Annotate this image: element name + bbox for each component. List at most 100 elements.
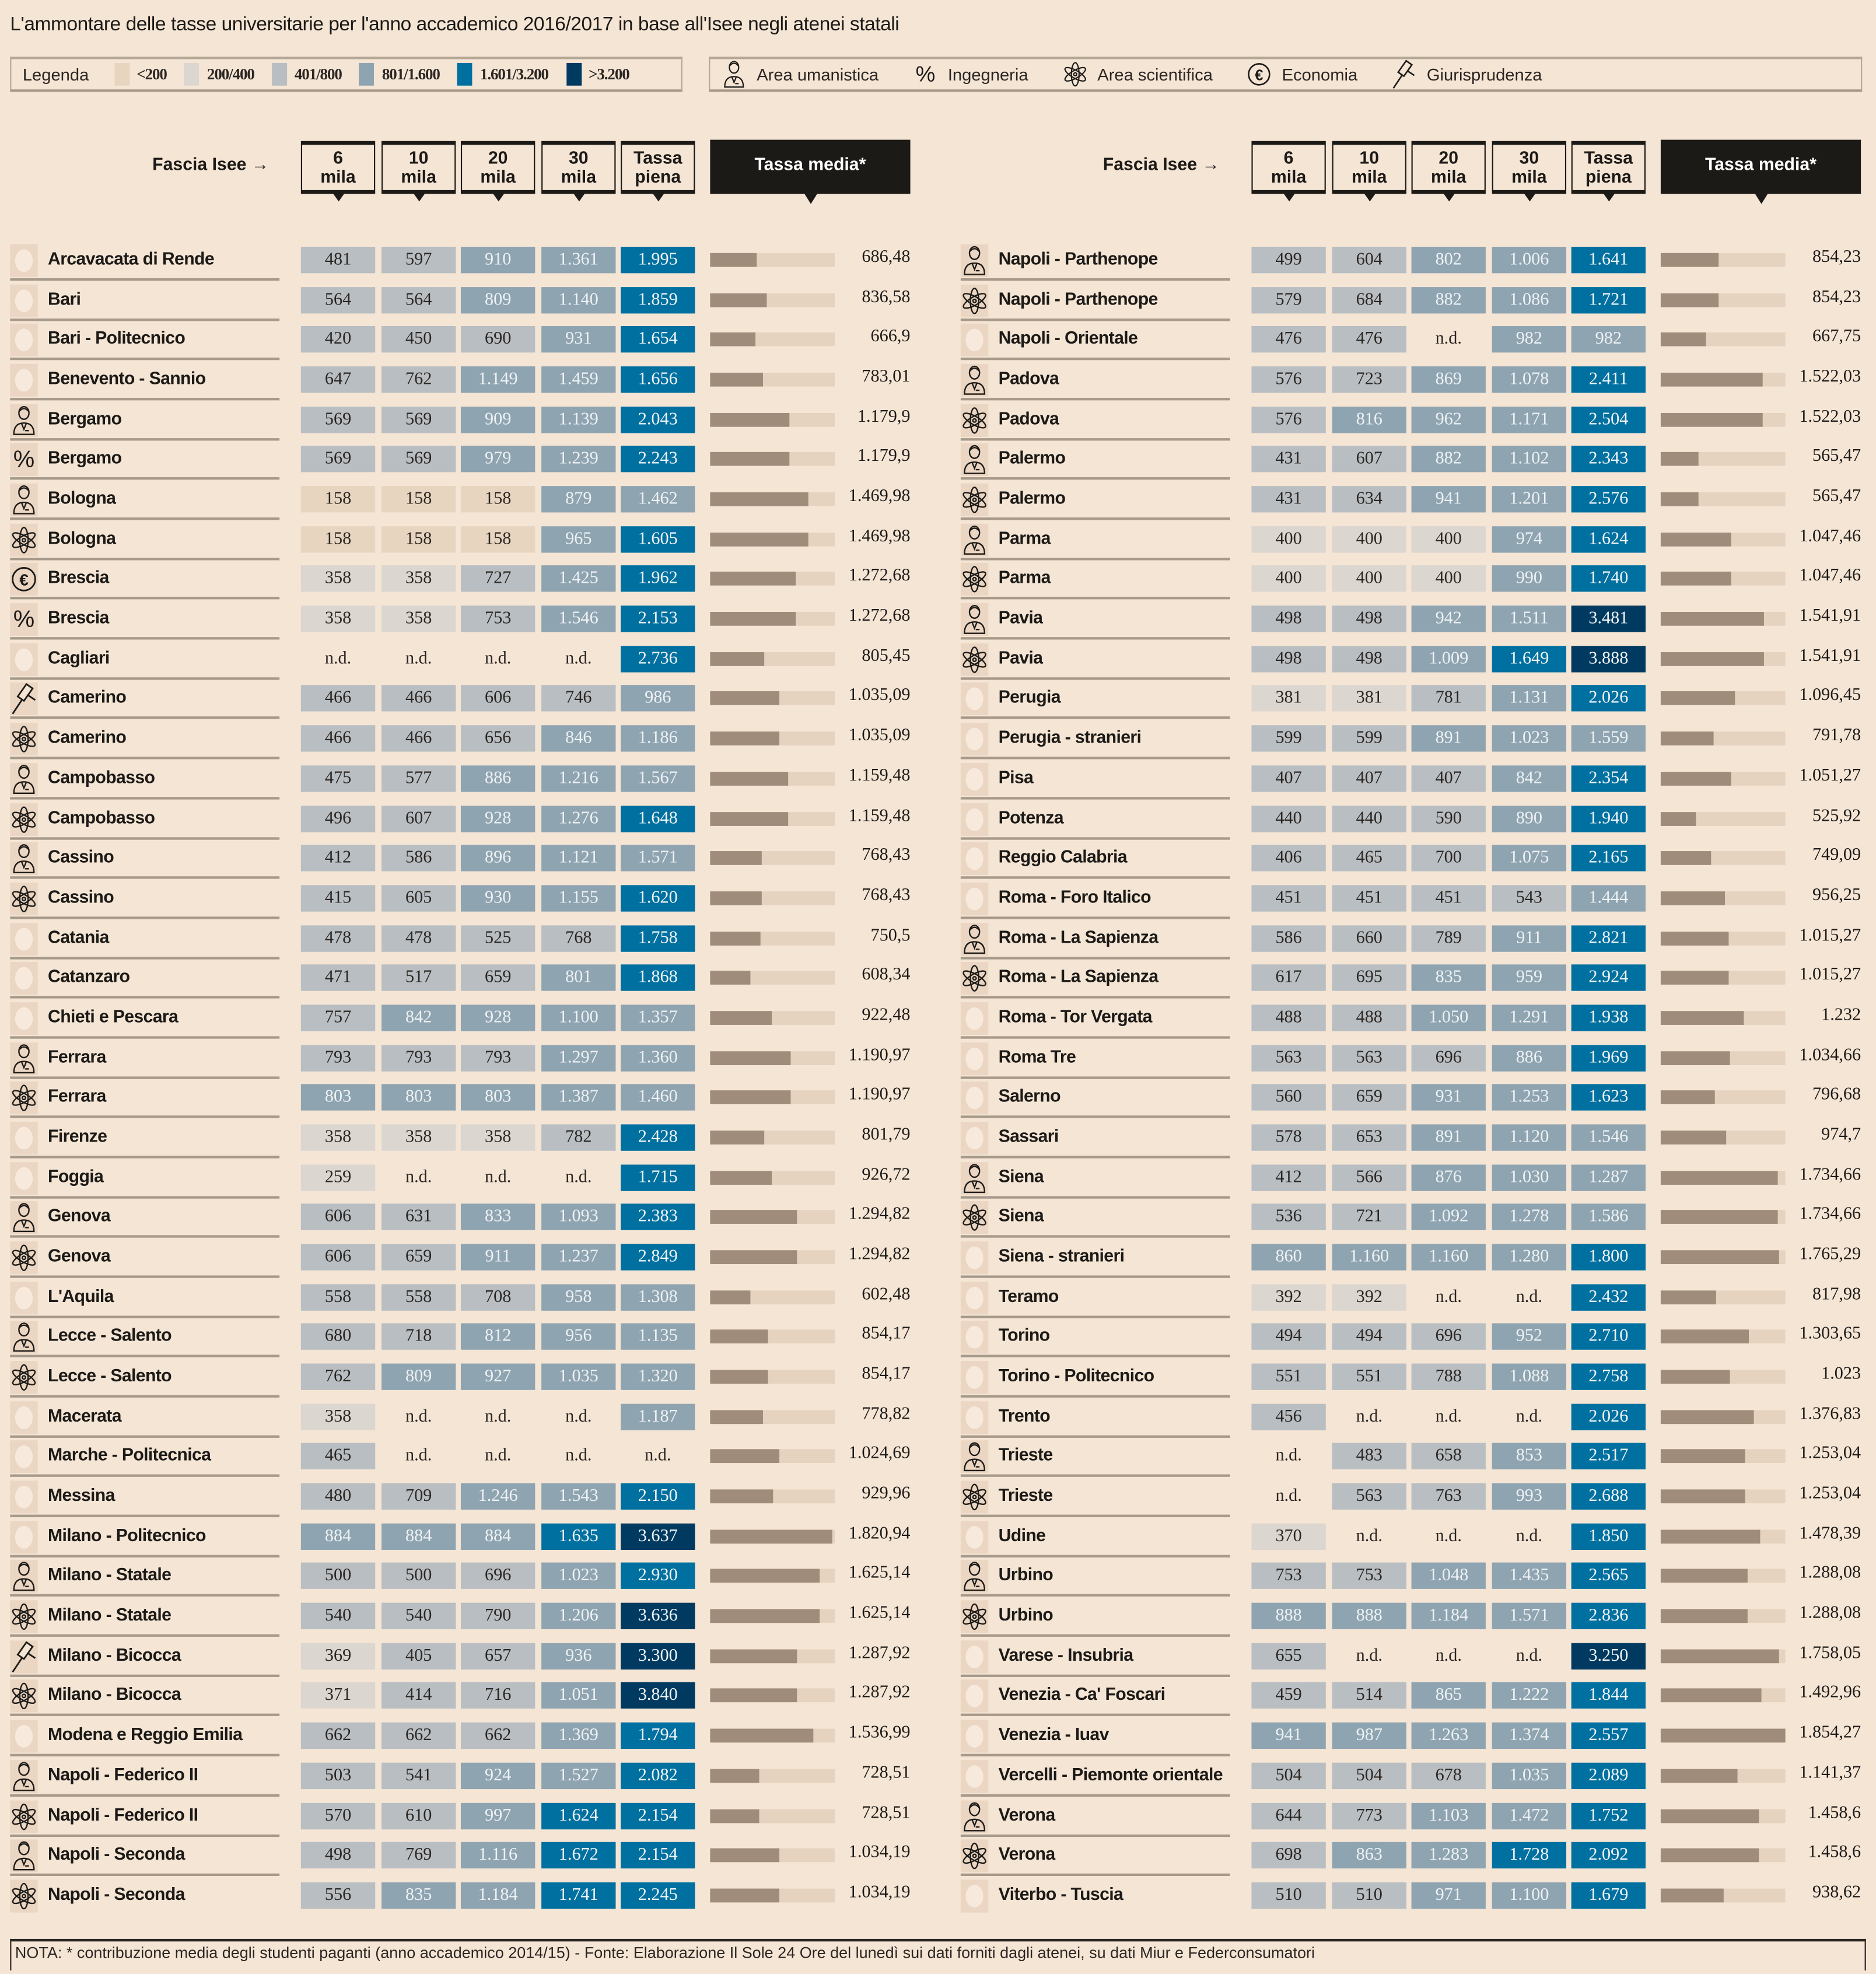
fee-cell: 1.102 — [1492, 446, 1567, 473]
none-icon — [965, 807, 984, 831]
area-icon-box — [960, 1720, 989, 1753]
area-icon-box: % — [10, 443, 38, 477]
fee-cell: 941 — [1411, 486, 1486, 513]
tassa-media-bar-fill — [710, 372, 763, 387]
tassa-media-bar — [1660, 1689, 1786, 1703]
fee-cell: 1.850 — [1571, 1523, 1646, 1550]
none-icon — [965, 887, 984, 911]
fee-cell: 2.082 — [621, 1762, 695, 1789]
fee-cell: 564 — [381, 286, 456, 313]
tassa-media-bar-fill — [710, 1808, 760, 1823]
fee-cell: 1.216 — [541, 765, 616, 792]
table-row: Macerata 358 n.d. n.d. n.d. 1.187 778,82 — [10, 1401, 929, 1455]
fee-cell: 757 — [300, 1005, 376, 1031]
fee-cell: 793 — [460, 1044, 536, 1071]
table-row: Roma - La Sapienza 617 695 835 959 2.924 1.015… — [960, 962, 1876, 1016]
fee-cell: 1.048 — [1411, 1563, 1486, 1590]
row-divider — [960, 1874, 1230, 1877]
tassa-media-bar-fill — [1660, 1649, 1779, 1663]
fee-cell: 2.758 — [1571, 1363, 1646, 1390]
umanistica-icon — [964, 1562, 986, 1592]
column-header-line2: mila — [1351, 166, 1387, 187]
tassa-media-bar — [710, 811, 835, 825]
area-icon-box — [10, 882, 38, 915]
svg-text:%: % — [13, 446, 34, 473]
none-icon — [15, 1167, 33, 1189]
fee-cell: 803 — [381, 1084, 456, 1111]
fee-cell: 1.050 — [1411, 1005, 1486, 1031]
tassa-media-bar — [1660, 1051, 1786, 1065]
fee-cell: 1.868 — [621, 964, 695, 992]
table-row: Foggia 259 n.d. n.d. n.d. 1.715 926,72 — [10, 1161, 929, 1216]
tassa-media-bar-fill — [1660, 971, 1729, 985]
university-name: Urbino — [998, 1564, 1054, 1585]
tassa-media-bar-fill — [1660, 412, 1763, 427]
tassa-media-bar — [1660, 1569, 1786, 1584]
fee-cell: 2.043 — [621, 406, 695, 433]
row-divider — [960, 318, 1230, 321]
scientifica-icon — [12, 1882, 36, 1910]
table-row: Trieste n.d. 563 763 993 2.688 1.253,04 — [960, 1480, 1876, 1535]
fee-cell: 478 — [381, 925, 456, 951]
fee-cell: 488 — [1251, 1005, 1326, 1031]
fee-cell: 3.637 — [621, 1523, 695, 1550]
fee-cell: n.d. — [405, 1447, 432, 1466]
table-row: Marche - Politecnica 465 n.d. n.d. n.d. n.d. 1… — [10, 1441, 929, 1495]
fee-cell: 496 — [300, 805, 376, 832]
fee-cell: 2.165 — [1571, 845, 1646, 872]
column-header-line1: 20 — [488, 147, 508, 168]
svg-text:%: % — [13, 606, 34, 632]
fee-cell: 431 — [1251, 446, 1326, 473]
umanistica-icon — [964, 1443, 986, 1472]
none-icon — [965, 1007, 984, 1030]
fee-cell: 2.557 — [1571, 1723, 1646, 1749]
fee-cell: 400 — [1411, 526, 1486, 552]
fee-cell: 2.849 — [621, 1244, 695, 1270]
legend-bin-label: 401/800 — [294, 65, 342, 83]
fee-cell: 962 — [1411, 406, 1486, 433]
table-row: Padova 576 816 962 1.171 2.504 1.522,03 — [960, 404, 1876, 458]
tassa-media-bar-fill — [1660, 1370, 1730, 1384]
row-divider — [10, 1555, 280, 1558]
fee-cell: 1.023 — [541, 1563, 616, 1590]
fee-cell: 958 — [541, 1283, 616, 1311]
tassa-media-bar-fill — [710, 1569, 820, 1584]
fee-cell: 3.300 — [621, 1643, 695, 1670]
university-name: Trieste — [998, 1484, 1054, 1505]
fee-cell: 910 — [460, 247, 536, 274]
fee-cell: 658 — [1411, 1443, 1486, 1470]
fee-cell: 888 — [1332, 1602, 1406, 1630]
fee-cell: 451 — [1411, 885, 1486, 912]
fee-cell: 982 — [1492, 326, 1567, 354]
fee-cell: 801 — [541, 964, 616, 992]
row-divider — [960, 1555, 1230, 1558]
tassa-media-value: 1.294,82 — [848, 1205, 911, 1224]
area-icon-box — [960, 1760, 989, 1793]
tassa-media-bar — [710, 1888, 835, 1903]
tassa-media-bar-fill — [1660, 1409, 1754, 1424]
tassa-media-value: 1.458,6 — [1808, 1803, 1861, 1823]
table-row: Sassari 578 653 891 1.120 1.546 974,7 — [960, 1122, 1876, 1176]
fee-cell: 723 — [1332, 366, 1406, 393]
university-name: Reggio Calabria — [998, 846, 1128, 867]
table-row: Roma - Foro Italico 451 451 451 543 1.444 956,… — [960, 882, 1876, 937]
tassa-media-bar — [1660, 1130, 1786, 1144]
tassa-media-bar — [1660, 1848, 1786, 1863]
fee-cell: 381 — [1251, 685, 1326, 712]
fee-cell: 586 — [381, 845, 456, 872]
fee-cell: 2.576 — [1571, 486, 1646, 513]
tassa-media-bar-fill — [710, 1370, 768, 1384]
university-name: Arcavacata di Rende — [48, 248, 215, 268]
tassa-media-value: 778,82 — [862, 1405, 911, 1424]
tassa-media-value: 1.253,04 — [1799, 1484, 1861, 1504]
university-name: Padova — [998, 368, 1059, 388]
tassa-media-value: 1.047,46 — [1799, 567, 1861, 586]
fee-cell: 556 — [300, 1882, 376, 1909]
tassa-media-bar-fill — [1660, 612, 1765, 626]
arrow-right-icon: → — [1197, 153, 1220, 174]
fee-cell: 158 — [300, 526, 376, 552]
svg-text:€: € — [1255, 67, 1264, 83]
fee-cell: 1.721 — [1571, 286, 1646, 313]
fee-cell: 1.287 — [1571, 1164, 1646, 1191]
fee-cell: 1.009 — [1411, 645, 1486, 673]
